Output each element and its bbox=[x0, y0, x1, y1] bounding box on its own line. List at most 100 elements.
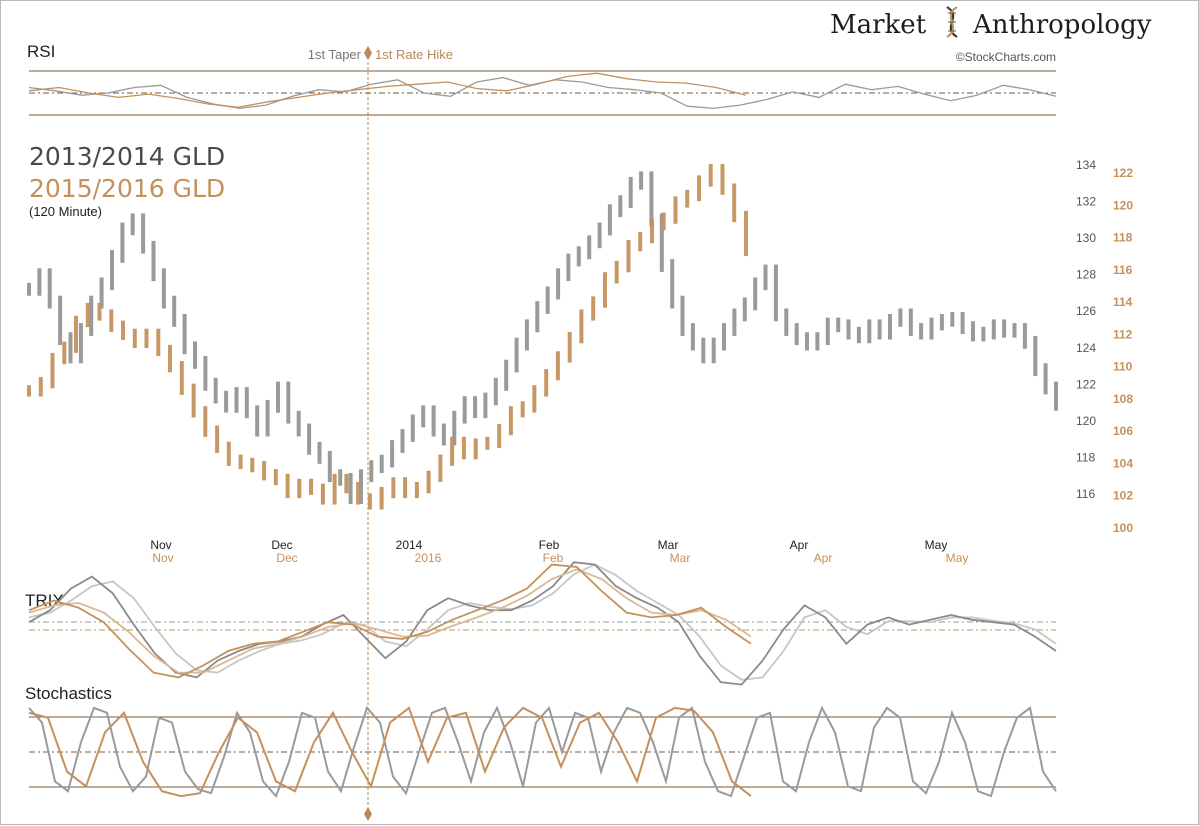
price-bar-tan bbox=[203, 406, 208, 437]
price-bar-tan bbox=[403, 477, 408, 499]
stoch-line-tan bbox=[28, 706, 752, 798]
trix-line-tan bbox=[28, 563, 752, 679]
price-bar-tan bbox=[497, 423, 502, 449]
brand: Market Anthropology ©StockCharts.com bbox=[830, 6, 1152, 64]
price-bar-gray bbox=[99, 277, 104, 309]
price-bar-tan bbox=[638, 231, 643, 252]
price-bar-tan bbox=[450, 436, 455, 466]
price-tick-tan: 122 bbox=[1113, 166, 1133, 180]
price-tick-tan: 120 bbox=[1113, 198, 1133, 212]
price-bar-gray bbox=[784, 308, 789, 336]
event-annotation: 1st Taper 1st Rate Hike bbox=[308, 46, 453, 821]
price-bar-gray bbox=[504, 359, 509, 391]
price-bar-gray bbox=[452, 410, 457, 446]
month-label-gray: 2014 bbox=[396, 538, 423, 552]
price-bar-gray bbox=[379, 454, 384, 473]
price-tick-gray: 126 bbox=[1076, 304, 1096, 318]
month-label-gray: Mar bbox=[658, 538, 679, 552]
month-label-tan: Mar bbox=[670, 551, 691, 565]
month-label-gray: Nov bbox=[150, 538, 171, 552]
source-credit: ©StockCharts.com bbox=[956, 50, 1056, 64]
price-bar-tan bbox=[262, 461, 267, 481]
price-bar-tan bbox=[191, 383, 196, 418]
price-bar-gray bbox=[161, 268, 166, 309]
event-bottom-diamond-icon bbox=[364, 807, 372, 821]
price-bar-gray bbox=[317, 441, 322, 464]
price-bar-tan bbox=[156, 328, 161, 357]
price-bar-gray bbox=[566, 253, 571, 281]
price-bar-gray bbox=[919, 323, 924, 340]
price-bar-gray bbox=[244, 387, 249, 419]
price-bar-tan bbox=[273, 469, 278, 486]
price-tick-tan: 100 bbox=[1113, 521, 1133, 535]
price-bar-tan bbox=[38, 377, 43, 397]
price-axis-tan: 100 102 104 106 108 110 112 114 116 118 120 122 bbox=[1113, 166, 1133, 535]
price-bar-gray bbox=[888, 314, 892, 340]
price-bar-tan bbox=[309, 478, 314, 495]
price-bar-tan bbox=[732, 183, 737, 223]
price-bar-gray bbox=[701, 337, 706, 364]
price-bar-gray bbox=[773, 264, 778, 322]
price-tick-tan: 102 bbox=[1113, 489, 1133, 503]
price-tick-gray: 118 bbox=[1076, 450, 1095, 464]
price-bar-gray bbox=[1033, 335, 1038, 377]
price-bar-gray bbox=[597, 222, 602, 249]
price-bar-tan bbox=[379, 486, 384, 510]
price-bar-gray bbox=[877, 319, 882, 340]
price-bar-tan bbox=[179, 361, 184, 395]
price-tick-tan: 116 bbox=[1113, 263, 1133, 277]
price-bar-gray bbox=[141, 213, 146, 254]
month-label-gray: Apr bbox=[790, 538, 809, 552]
price-bar-gray bbox=[1022, 323, 1027, 349]
price-axis-gray: 116 118 120 122 124 126 128 130 132 134 bbox=[1076, 158, 1096, 501]
price-bar-gray bbox=[649, 171, 654, 227]
price-bar-tan bbox=[132, 328, 137, 349]
price-bar-gray bbox=[58, 295, 63, 345]
legend-tan: 2015/2016 GLD bbox=[29, 174, 225, 203]
price-bar-tan bbox=[614, 260, 619, 284]
price-bar-tan bbox=[297, 478, 302, 499]
month-axis: Nov Dec 2014 Feb Mar Apr May Nov Dec 2016 Feb Mar Ap… bbox=[150, 538, 968, 565]
price-bar-tan bbox=[591, 296, 596, 321]
price-bar-gray bbox=[120, 222, 125, 263]
price-bar-gray bbox=[182, 314, 187, 355]
price-bar-tan bbox=[744, 210, 748, 257]
price-bar-gray bbox=[493, 377, 498, 406]
price-bar-gray bbox=[960, 312, 965, 334]
price-bar-tan bbox=[97, 302, 102, 321]
event1-label: 1st Taper bbox=[308, 47, 362, 62]
price-bar-tan bbox=[508, 406, 513, 436]
month-label-tan: Apr bbox=[814, 551, 833, 565]
price-bar-gray bbox=[763, 264, 768, 291]
trix-line-gray-signal bbox=[28, 563, 1057, 681]
price-bar-tan bbox=[74, 315, 78, 353]
price-bar-gray bbox=[27, 282, 31, 296]
price-bar-gray bbox=[981, 326, 986, 342]
price-bar-tan bbox=[250, 457, 255, 473]
trix-line-tan-signal bbox=[28, 568, 752, 674]
price-bar-gray bbox=[1043, 363, 1048, 395]
price-bar-tan bbox=[544, 369, 549, 397]
price-bar-tan bbox=[62, 341, 67, 365]
rsi-label: RSI bbox=[27, 42, 55, 61]
price-bar-gray bbox=[296, 410, 301, 437]
price-bar-tan bbox=[85, 302, 90, 328]
price-bar-gray bbox=[680, 295, 685, 336]
price-bar-gray bbox=[950, 312, 955, 327]
price-bar-gray bbox=[556, 268, 561, 300]
price-bar-gray bbox=[711, 337, 716, 364]
price-bar-tan bbox=[555, 351, 560, 381]
month-label-gray: May bbox=[925, 538, 948, 552]
price-bar-tan bbox=[285, 473, 290, 499]
legend-gray: 2013/2014 GLD bbox=[29, 142, 225, 171]
dna-helix-icon bbox=[946, 6, 958, 38]
price-bar-gray bbox=[203, 356, 208, 391]
price-bar-gray bbox=[639, 171, 644, 190]
price-bar-gray bbox=[836, 317, 841, 333]
price-bar-gray bbox=[151, 240, 156, 282]
price-bar-gray bbox=[742, 297, 747, 322]
price-bar-tan bbox=[367, 493, 372, 510]
price-bar-gray bbox=[815, 332, 820, 351]
price-bar-gray bbox=[722, 323, 726, 351]
